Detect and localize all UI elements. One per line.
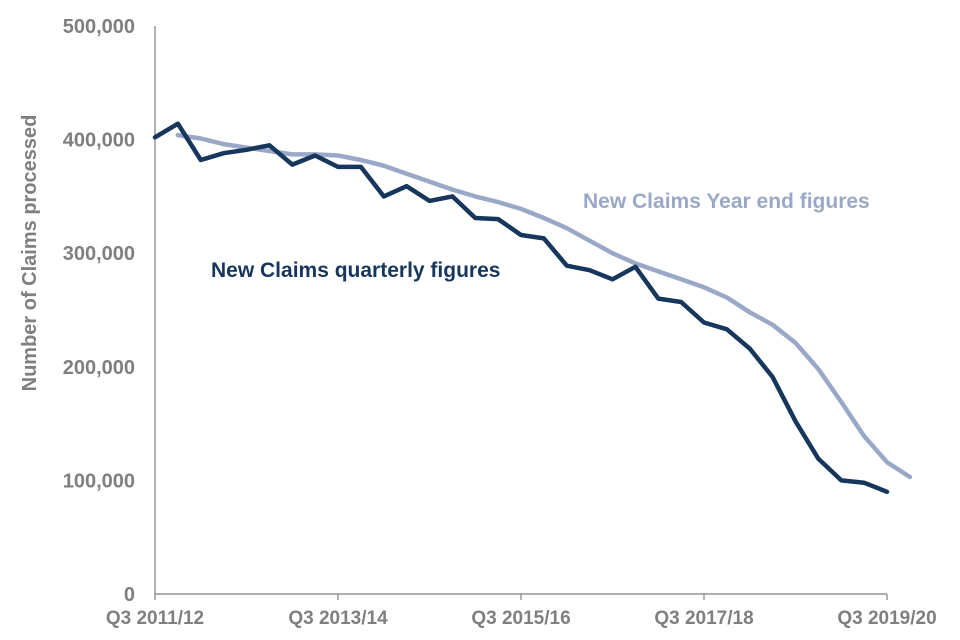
x-tick-label: Q3 2015/16: [471, 608, 570, 629]
series-line-quarterly: [152, 121, 890, 495]
y-tick-label: 0: [124, 584, 135, 606]
y-tick-labels: 0 100,000 200,000 300,000 400,000 500,000: [63, 16, 135, 606]
y-tick-label: 100,000: [63, 470, 135, 492]
x-tick-label: Q3 2013/14: [288, 608, 388, 629]
y-tick-label: 200,000: [63, 357, 135, 379]
x-tick-label: Q3 2011/12: [106, 608, 204, 629]
y-tick-label: 400,000: [63, 130, 135, 152]
series-label-quarterly: New Claims quarterly figures: [211, 259, 500, 282]
axes: [154, 26, 888, 600]
x-tick-label: Q3 2019/20: [837, 608, 936, 629]
x-tick-label: Q3 2017/18: [654, 608, 753, 629]
y-tick-label: 500,000: [63, 16, 135, 38]
series-lines: [152, 121, 913, 495]
y-axis-label: Number of Claims processed: [19, 115, 41, 392]
x-tick-labels: Q3 2011/12 Q3 2013/14 Q3 2015/16 Q3 2017/18…: [106, 608, 937, 629]
series-label-year-end: New Claims Year end figures: [583, 190, 870, 213]
y-tick-label: 300,000: [63, 243, 135, 265]
series-line-year-end: [175, 132, 913, 480]
